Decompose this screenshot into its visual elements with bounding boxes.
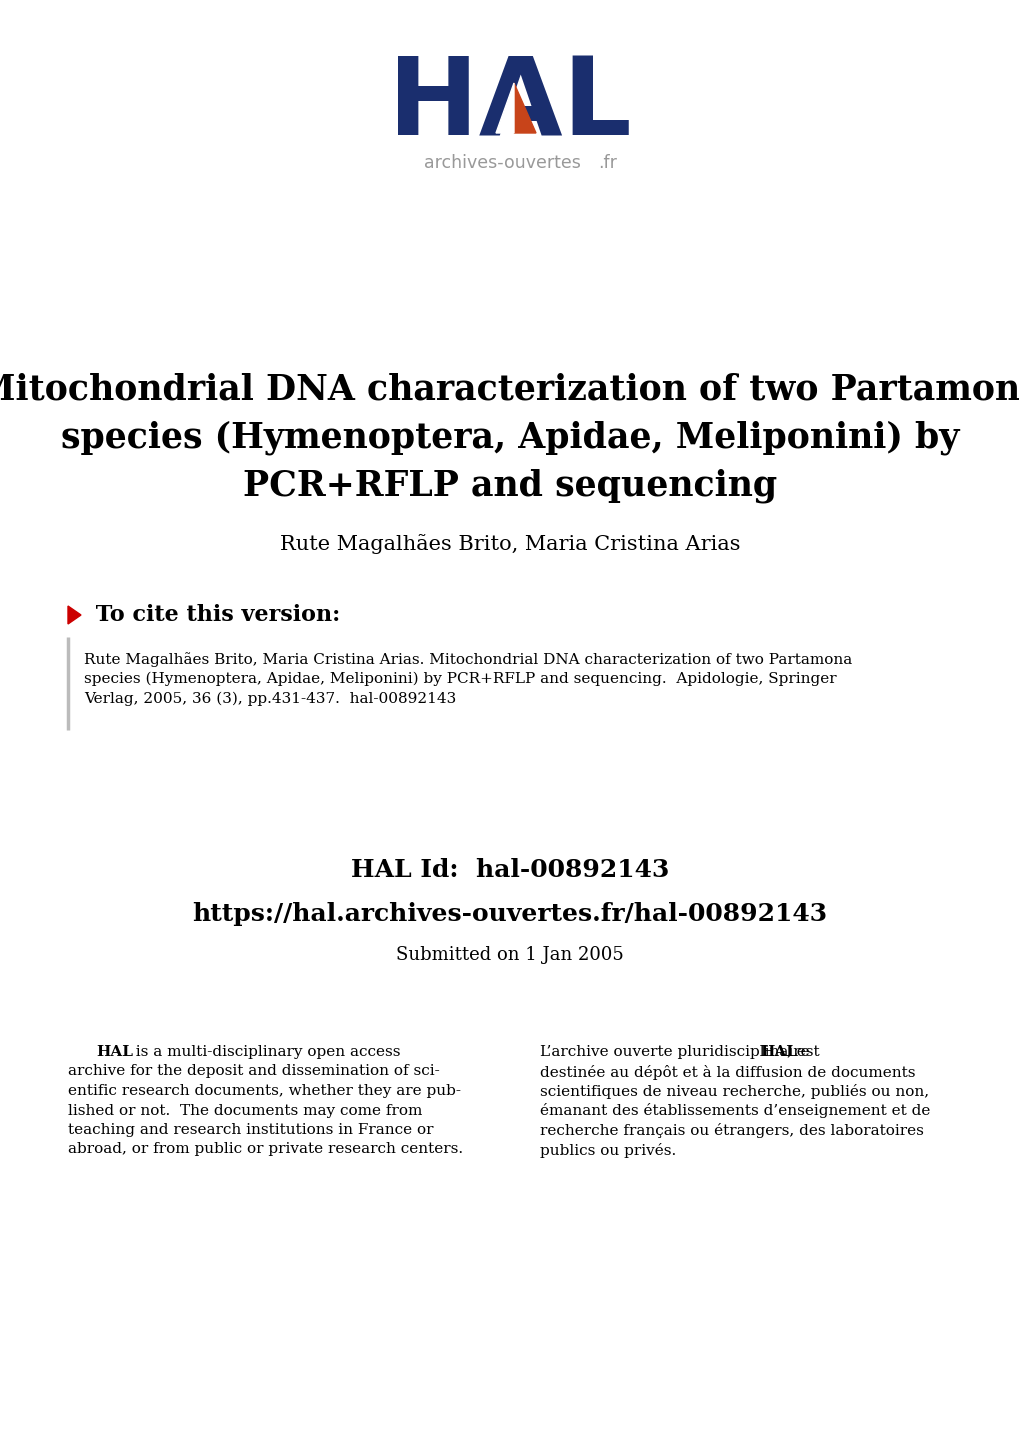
Text: HAL: HAL <box>388 52 631 159</box>
Text: , est: , est <box>787 1045 819 1058</box>
Text: abroad, or from public or private research centers.: abroad, or from public or private resear… <box>68 1142 463 1156</box>
Text: L’archive ouverte pluridisciplinaire: L’archive ouverte pluridisciplinaire <box>539 1045 814 1058</box>
Text: entific research documents, whether they are pub-: entific research documents, whether they… <box>68 1084 461 1097</box>
Text: is a multi-disciplinary open access: is a multi-disciplinary open access <box>126 1045 400 1058</box>
Text: species (Hymenoptera, Apidae, Meliponini) by PCR+RFLP and sequencing.  Apidologi: species (Hymenoptera, Apidae, Meliponini… <box>84 672 836 686</box>
Polygon shape <box>68 606 81 624</box>
Text: Rute Magalhães Brito, Maria Cristina Arias. Mitochondrial DNA characterization o: Rute Magalhães Brito, Maria Cristina Ari… <box>84 652 852 666</box>
Text: PCR+RFLP and sequencing: PCR+RFLP and sequencing <box>243 469 776 503</box>
Text: Mitochondrial DNA characterization of two Partamona: Mitochondrial DNA characterization of tw… <box>0 373 1019 407</box>
Text: Submitted on 1 Jan 2005: Submitted on 1 Jan 2005 <box>395 946 624 965</box>
Text: teaching and research institutions in France or: teaching and research institutions in Fr… <box>68 1123 433 1136</box>
Polygon shape <box>514 84 535 133</box>
Text: HAL: HAL <box>96 1045 132 1058</box>
Text: recherche français ou étrangers, des laboratoires: recherche français ou étrangers, des lab… <box>539 1123 923 1138</box>
Text: HAL: HAL <box>759 1045 796 1058</box>
Text: To cite this version:: To cite this version: <box>88 604 340 626</box>
Text: Rute Magalhães Brito, Maria Cristina Arias: Rute Magalhães Brito, Maria Cristina Ari… <box>279 534 740 554</box>
Text: scientifiques de niveau recherche, publiés ou non,: scientifiques de niveau recherche, publi… <box>539 1084 928 1099</box>
Text: lished or not.  The documents may come from: lished or not. The documents may come fr… <box>68 1103 422 1118</box>
Text: publics ou privés.: publics ou privés. <box>539 1142 676 1158</box>
Text: .fr: .fr <box>597 154 616 172</box>
Text: Verlag, 2005, 36 (3), pp.431-437.  hal-00892143: Verlag, 2005, 36 (3), pp.431-437. hal-00… <box>84 692 455 707</box>
Text: species (Hymenoptera, Apidae, Meliponini) by: species (Hymenoptera, Apidae, Meliponini… <box>61 421 958 456</box>
Text: https://hal.archives-ouvertes.fr/hal-00892143: https://hal.archives-ouvertes.fr/hal-008… <box>193 903 826 926</box>
Text: HAL Id:  hal-00892143: HAL Id: hal-00892143 <box>351 858 668 883</box>
Polygon shape <box>495 84 514 133</box>
Text: archive for the deposit and dissemination of sci-: archive for the deposit and disseminatio… <box>68 1064 439 1079</box>
Text: destinée au dépôt et à la diffusion de documents: destinée au dépôt et à la diffusion de d… <box>539 1064 915 1080</box>
Text: émanant des établissements d’enseignement et de: émanant des établissements d’enseignemen… <box>539 1103 929 1119</box>
Text: archives-ouvertes: archives-ouvertes <box>423 154 580 172</box>
